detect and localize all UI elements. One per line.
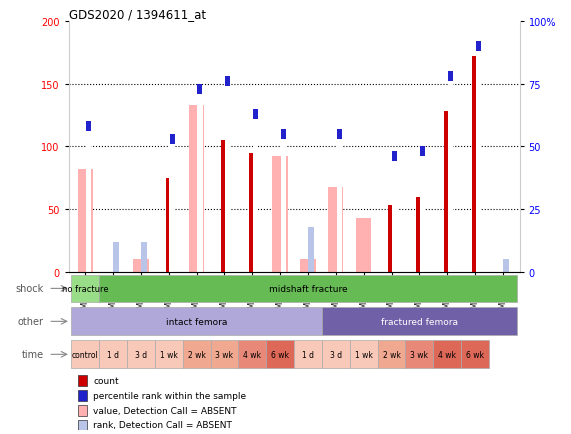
Bar bbox=[71, 341, 99, 368]
Text: no fracture: no fracture bbox=[62, 284, 108, 293]
Text: 3 wk: 3 wk bbox=[215, 350, 234, 359]
Bar bbox=[300, 260, 316, 272]
Bar bbox=[476, 52, 481, 272]
Bar bbox=[392, 152, 397, 272]
Bar bbox=[281, 139, 286, 272]
Bar bbox=[253, 109, 258, 272]
Bar bbox=[198, 94, 203, 272]
Text: 6 wk: 6 wk bbox=[271, 350, 289, 359]
Text: 4 wk: 4 wk bbox=[438, 350, 456, 359]
Bar bbox=[78, 390, 87, 401]
Bar bbox=[133, 260, 148, 272]
Bar bbox=[272, 157, 288, 272]
Bar bbox=[249, 153, 255, 272]
Bar bbox=[170, 145, 175, 272]
Bar bbox=[127, 341, 155, 368]
Text: 1 d: 1 d bbox=[107, 350, 119, 359]
Bar bbox=[322, 341, 350, 368]
Bar bbox=[388, 206, 395, 272]
Bar bbox=[114, 242, 119, 272]
Text: 4 wk: 4 wk bbox=[243, 350, 262, 359]
Text: percentile rank within the sample: percentile rank within the sample bbox=[93, 391, 247, 400]
Text: 3 wk: 3 wk bbox=[411, 350, 428, 359]
Text: 3 d: 3 d bbox=[330, 350, 342, 359]
Text: 2 wk: 2 wk bbox=[383, 350, 400, 359]
Bar bbox=[166, 178, 172, 272]
Bar bbox=[71, 275, 99, 302]
Text: other: other bbox=[18, 317, 44, 327]
Bar bbox=[225, 87, 231, 272]
Text: 3 d: 3 d bbox=[135, 350, 147, 359]
Bar bbox=[222, 141, 227, 272]
Bar bbox=[337, 129, 341, 272]
Bar bbox=[448, 82, 453, 272]
Bar bbox=[226, 77, 230, 272]
Bar bbox=[78, 170, 93, 272]
Bar bbox=[99, 275, 517, 302]
Bar bbox=[78, 376, 87, 386]
Bar bbox=[86, 122, 91, 272]
Bar bbox=[71, 308, 322, 335]
Bar bbox=[377, 341, 405, 368]
Bar bbox=[78, 405, 87, 416]
Text: value, Detection Call = ABSENT: value, Detection Call = ABSENT bbox=[93, 406, 237, 415]
Bar bbox=[99, 341, 127, 368]
Bar bbox=[433, 341, 461, 368]
Text: 1 wk: 1 wk bbox=[160, 350, 178, 359]
Bar bbox=[476, 42, 481, 272]
Bar bbox=[170, 135, 175, 272]
Bar bbox=[141, 242, 147, 272]
Bar bbox=[472, 57, 478, 272]
Bar bbox=[308, 227, 315, 272]
Bar bbox=[266, 341, 294, 368]
Bar bbox=[328, 187, 344, 272]
Bar bbox=[392, 162, 397, 272]
Text: 6 wk: 6 wk bbox=[466, 350, 484, 359]
Text: 2 wk: 2 wk bbox=[188, 350, 206, 359]
Text: 1 wk: 1 wk bbox=[355, 350, 373, 359]
Text: GDS2020 / 1394611_at: GDS2020 / 1394611_at bbox=[69, 7, 206, 20]
Bar bbox=[189, 105, 204, 272]
Bar bbox=[281, 129, 286, 272]
Text: midshaft fracture: midshaft fracture bbox=[269, 284, 347, 293]
Text: rank, Detection Call = ABSENT: rank, Detection Call = ABSENT bbox=[93, 421, 232, 430]
Bar bbox=[461, 341, 489, 368]
Bar bbox=[155, 341, 183, 368]
Bar bbox=[78, 420, 87, 430]
Bar bbox=[238, 341, 266, 368]
Text: count: count bbox=[93, 376, 119, 385]
Bar bbox=[444, 112, 451, 272]
Text: control: control bbox=[72, 350, 99, 359]
Bar bbox=[211, 341, 238, 368]
Bar bbox=[420, 157, 425, 272]
Bar bbox=[420, 147, 425, 272]
Bar bbox=[356, 218, 371, 272]
Bar bbox=[253, 119, 258, 272]
Bar bbox=[416, 197, 423, 272]
Bar bbox=[198, 84, 203, 272]
Text: 1 d: 1 d bbox=[302, 350, 314, 359]
Text: shock: shock bbox=[15, 284, 44, 294]
Bar bbox=[350, 341, 377, 368]
Bar bbox=[86, 132, 91, 272]
Text: fractured femora: fractured femora bbox=[381, 317, 458, 326]
Bar bbox=[183, 341, 211, 368]
Text: time: time bbox=[22, 349, 44, 359]
Bar bbox=[503, 260, 509, 272]
Bar bbox=[336, 139, 342, 272]
Text: intact femora: intact femora bbox=[166, 317, 227, 326]
Bar bbox=[294, 341, 322, 368]
Bar bbox=[405, 341, 433, 368]
Bar bbox=[448, 72, 453, 272]
Bar bbox=[322, 308, 517, 335]
